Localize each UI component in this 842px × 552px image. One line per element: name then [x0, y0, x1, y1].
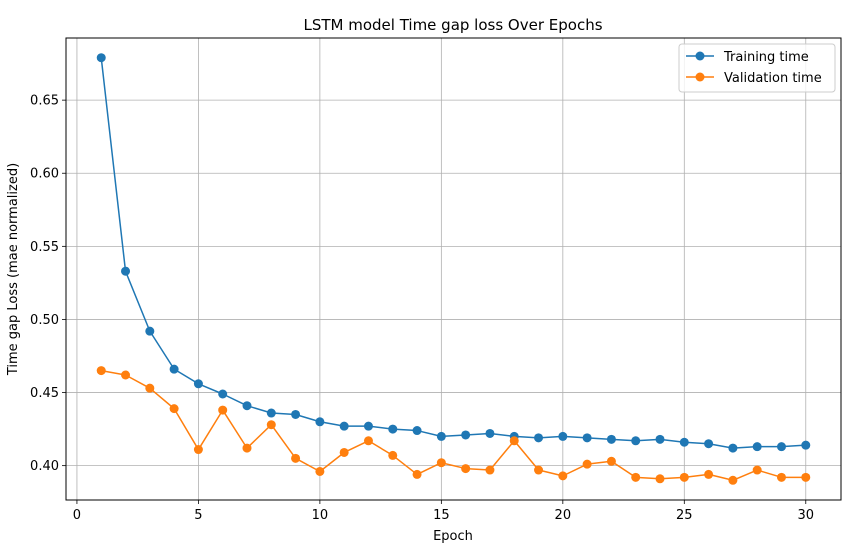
legend-marker-validation: [695, 72, 705, 82]
y-tick-label: 0.45: [30, 386, 59, 401]
data-point-training-time: [534, 433, 544, 443]
legend-label-validation: Validation time: [724, 71, 822, 86]
data-point-training-time: [388, 424, 398, 434]
data-point-training-time: [363, 421, 373, 431]
data-point-validation-time: [363, 436, 373, 446]
legend-label-training: Training time: [723, 50, 809, 65]
x-tick-label: 0: [73, 508, 81, 523]
x-tick-label: 30: [797, 508, 814, 523]
data-point-validation-time: [558, 471, 568, 481]
y-tick-label: 0.40: [30, 459, 59, 474]
series-layer: [96, 53, 811, 485]
data-point-training-time: [582, 433, 592, 443]
x-tick-label: 25: [676, 508, 693, 523]
x-tick-label: 20: [555, 508, 572, 523]
data-point-validation-time: [801, 472, 811, 482]
data-point-validation-time: [655, 474, 665, 484]
data-point-validation-time: [315, 466, 325, 476]
data-point-validation-time: [291, 453, 301, 463]
data-point-validation-time: [121, 370, 131, 380]
data-point-training-time: [655, 434, 665, 444]
data-point-training-time: [96, 53, 106, 63]
data-point-training-time: [412, 426, 422, 436]
x-axis-label: Epoch: [433, 529, 473, 544]
data-point-validation-time: [679, 472, 689, 482]
data-point-validation-time: [145, 383, 155, 393]
legend-marker-training: [695, 51, 705, 61]
data-point-training-time: [606, 434, 616, 444]
data-point-training-time: [728, 443, 738, 453]
x-tick-label: 10: [312, 508, 329, 523]
data-point-training-time: [485, 428, 495, 438]
axis-ticks: 0 5 10 15 20 25 30 0.40 0.45 0.50 0.55 0.60 0.65: [30, 94, 814, 523]
data-point-validation-time: [582, 459, 592, 469]
data-point-training-time: [169, 364, 179, 374]
data-point-training-time: [242, 401, 252, 411]
data-point-validation-time: [242, 443, 252, 453]
y-tick-label: 0.50: [30, 313, 59, 328]
data-point-validation-time: [266, 420, 276, 430]
legend-box: [678, 43, 836, 93]
data-point-training-time: [631, 436, 641, 446]
data-point-training-time: [315, 417, 325, 427]
data-point-validation-time: [412, 469, 422, 479]
data-point-validation-time: [218, 405, 228, 415]
data-point-validation-time: [193, 445, 203, 455]
data-point-validation-time: [436, 458, 446, 468]
data-point-validation-time: [485, 465, 495, 475]
data-point-validation-time: [96, 366, 106, 376]
data-point-training-time: [704, 439, 714, 449]
data-point-training-time: [436, 431, 446, 441]
data-point-validation-time: [631, 472, 641, 482]
data-point-validation-time: [461, 464, 471, 474]
data-point-training-time: [776, 442, 786, 452]
data-point-training-time: [558, 431, 568, 441]
chart-title: LSTM model Time gap loss Over Epochs: [303, 16, 602, 34]
x-tick-label: 15: [433, 508, 450, 523]
data-point-training-time: [193, 379, 203, 389]
data-point-validation-time: [388, 450, 398, 460]
data-point-training-time: [218, 389, 228, 399]
data-point-validation-time: [752, 465, 762, 475]
y-tick-label: 0.55: [30, 240, 59, 255]
data-point-validation-time: [509, 436, 519, 446]
data-point-validation-time: [704, 469, 714, 479]
y-axis-label: Time gap Loss (mae normalized): [6, 163, 21, 376]
data-point-validation-time: [339, 447, 349, 457]
data-point-validation-time: [728, 475, 738, 485]
data-point-training-time: [679, 437, 689, 447]
data-point-training-time: [752, 442, 762, 452]
data-point-training-time: [145, 326, 155, 336]
y-tick-label: 0.65: [30, 94, 59, 109]
data-point-training-time: [801, 440, 811, 450]
series-line-training-time: [100, 57, 806, 449]
data-point-validation-time: [169, 404, 179, 414]
legend: Training time Validation time: [678, 43, 836, 93]
grid: [66, 38, 841, 500]
data-point-training-time: [121, 266, 131, 276]
x-tick-label: 5: [194, 508, 202, 523]
data-point-training-time: [291, 409, 301, 419]
data-point-training-time: [461, 430, 471, 440]
data-point-validation-time: [606, 456, 616, 466]
data-point-validation-time: [534, 465, 544, 475]
data-point-training-time: [339, 421, 349, 431]
data-point-training-time: [266, 408, 276, 418]
y-tick-label: 0.60: [30, 167, 59, 182]
plot-frame: [65, 37, 842, 501]
data-point-validation-time: [776, 472, 786, 482]
